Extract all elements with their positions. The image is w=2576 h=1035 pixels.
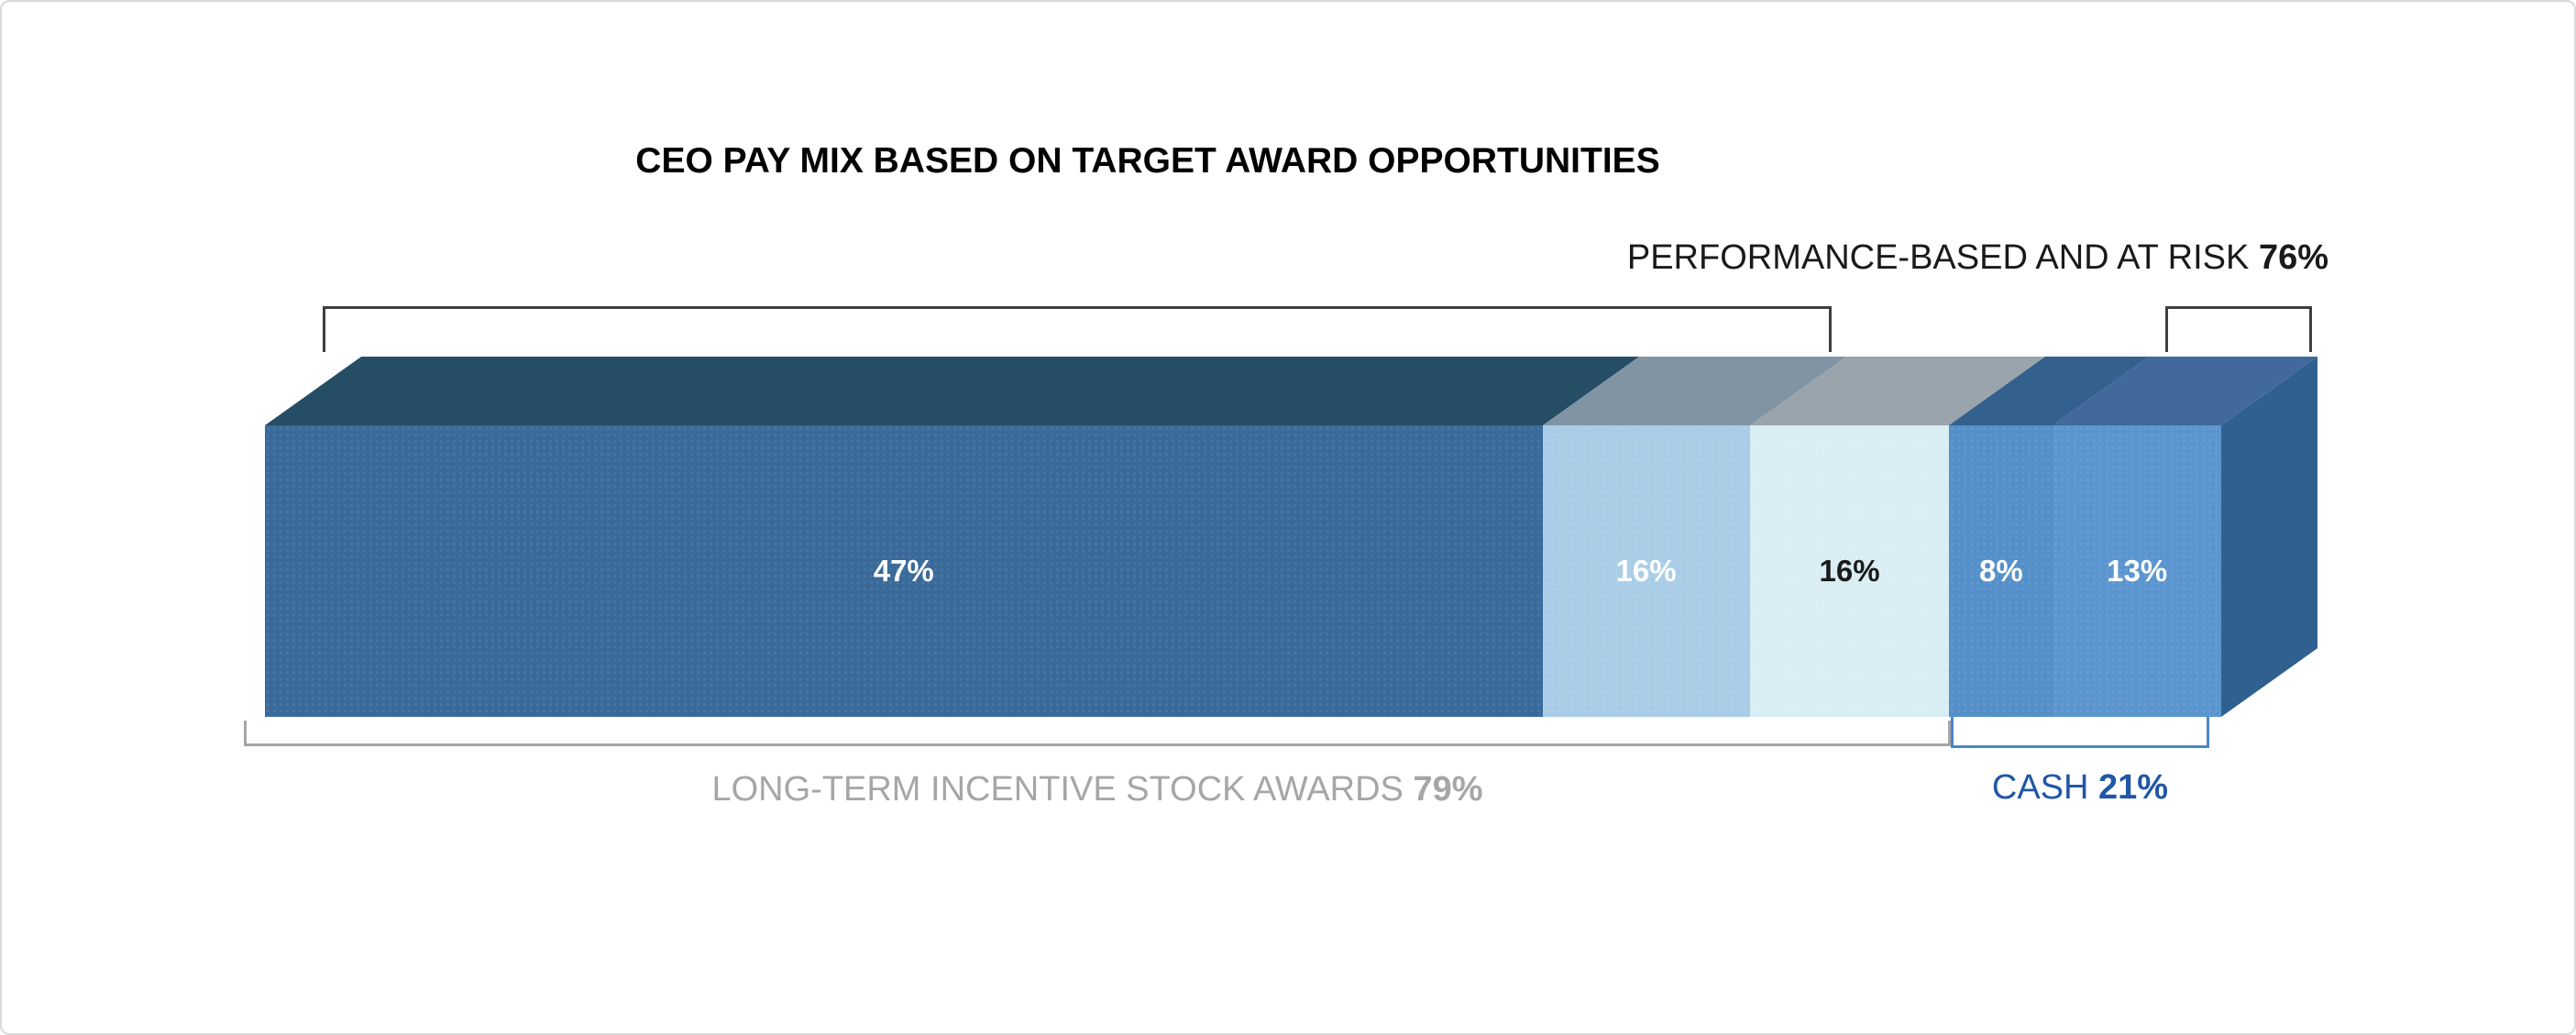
performance-bracket-main xyxy=(323,306,1832,352)
performance-bracket-cash-portion xyxy=(2165,306,2312,352)
bar-segment-lti-16a: 16% xyxy=(1542,357,1846,717)
bar-segment-value-label: 16% xyxy=(1615,554,1677,588)
chart-title: CEO PAY MIX BASED ON TARGET AWARD OPPORT… xyxy=(635,141,1660,181)
cash-annotation-value: 21% xyxy=(2098,768,2169,807)
cash-annotation-text: CASH xyxy=(1991,768,2089,807)
bar-segment-lti-16b: 16% xyxy=(1749,357,2046,717)
lti-annotation: LONG-TERM INCENTIVE STOCK AWARDS 79% xyxy=(244,770,1951,809)
bar-segment-cash-8: 8% xyxy=(1949,357,2150,717)
lti-annotation-text: LONG-TERM INCENTIVE STOCK AWARDS xyxy=(711,770,1404,809)
stacked-bar: 47% 16% 16% 8% 13% xyxy=(265,357,2318,717)
bar-segment-lti-performance-47: 47% xyxy=(265,357,1639,717)
lti-annotation-value: 79% xyxy=(1413,770,1483,809)
bar-segment-top-face xyxy=(265,357,1639,425)
bar-segment-value-label: 13% xyxy=(2107,554,2168,588)
bar-segment-cash-13: 13% xyxy=(2053,357,2318,717)
cash-bracket xyxy=(1951,717,2209,748)
bar-segment-value-label: 47% xyxy=(873,554,934,588)
performance-annotation-value: 76% xyxy=(2258,238,2328,277)
lti-bracket xyxy=(244,721,1951,746)
performance-annotation: PERFORMANCE-BASED AND AT RISK 76% xyxy=(1627,238,2328,278)
performance-annotation-text: PERFORMANCE-BASED AND AT RISK xyxy=(1626,238,2250,277)
cash-annotation: CASH 21% xyxy=(1951,768,2209,808)
bar-segment-value-label: 16% xyxy=(1819,554,1880,588)
bar-segment-value-label: 8% xyxy=(1979,554,2023,588)
